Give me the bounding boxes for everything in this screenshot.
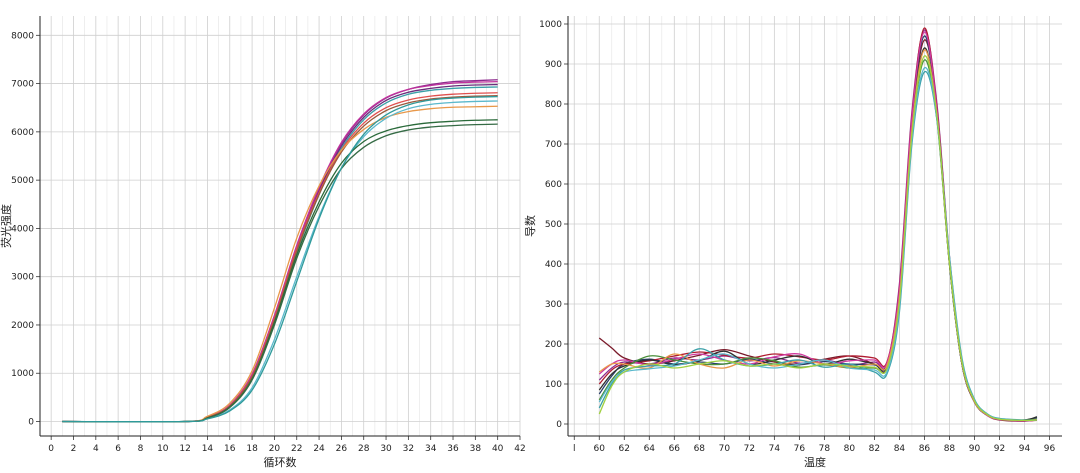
x-tick-label: 92 [994,444,1005,454]
y-tick-label: 200 [545,340,562,350]
x-tick-label: 40 [492,444,504,454]
y-tick-label: 500 [545,220,562,230]
amplification-chart: 0 2 4 6 8 10 12 14 16 18 20 22 24 26 28 30 32 34 36 38 40 420… [0,16,526,469]
x-tick-label: 64 [644,444,656,454]
y-tick-label: 100 [545,380,562,390]
y-tick-label: 1000 [539,20,562,30]
series-line-10 [598,67,1038,422]
x-tick-label: 90 [969,444,981,454]
y-tick-label: 600 [545,180,562,190]
x-tick-label: 16 [224,444,236,454]
y-tick-label: 1000 [11,369,34,379]
x-tick-label: l [573,444,576,454]
y-axis-label: 导数 [524,215,537,237]
x-tick-label: 82 [869,444,880,454]
x-tick-label: 28 [358,444,370,454]
x-tick-label: 70 [719,444,731,454]
series-group [598,27,1038,422]
x-tick-label: 88 [944,444,956,454]
series-line-2 [598,39,1038,422]
x-tick-label: 66 [669,444,681,454]
x-tick-label: 14 [202,444,214,454]
x-tick-label: 84 [894,444,906,454]
y-axis-label: 荧光强度 [0,204,13,248]
x-tick-label: 22 [291,444,302,454]
x-tick-label: 10 [157,444,169,454]
x-tick-label: 68 [694,444,706,454]
series-line-11 [62,95,498,423]
series-line-1 [62,79,498,423]
gridlines [40,16,521,436]
y-tick-label: 4000 [11,224,34,234]
x-tick-label: 94 [1019,444,1031,454]
y-tick-label: 7000 [11,80,34,90]
series-line-3 [62,83,498,423]
x-tick-label: 76 [794,444,806,454]
x-tick-label: 12 [179,444,190,454]
y-tick-label: 8000 [11,31,34,41]
melt-curve-chart: l 60 62 64 66 68 70 72 74 76 78 80 82 84 86 88 90 92 94 96 0… [524,16,1062,469]
x-tick-label: 60 [594,444,606,454]
series-line-4 [62,86,498,423]
x-tick-label: 8 [138,444,144,454]
gridlines [568,16,1062,436]
x-tick-label: 36 [447,444,459,454]
series-line-10 [62,123,498,423]
x-tick-label: 78 [819,444,831,454]
series-line-7 [62,105,498,423]
y-tick-label: 3000 [11,273,34,283]
x-tick-label: 30 [380,444,392,454]
x-tick-label: 86 [919,444,931,454]
y-tick-label: 900 [545,60,562,70]
y-tick-label: 300 [545,300,562,310]
y-tick-label: 2000 [11,321,34,331]
x-tick-label: 42 [514,444,525,454]
x-tick-label: 20 [269,444,281,454]
y-tick-label: 0 [28,418,34,428]
series-group [62,79,498,423]
series-line-9 [62,119,498,423]
series-line-2 [62,81,498,423]
y-tick-label: 0 [556,420,562,430]
x-tick-label: 34 [425,444,437,454]
y-tick-label: 6000 [11,128,34,138]
x-tick-label: 38 [470,444,482,454]
x-tick-label: 72 [744,444,755,454]
x-tick-label: 24 [313,444,325,454]
x-tick-label: 62 [619,444,630,454]
x-tick-label: 2 [71,444,77,454]
series-line-11 [598,55,1038,422]
x-tick-label: 74 [769,444,781,454]
x-tick-label: 26 [336,444,348,454]
y-tick-label: 800 [545,100,562,110]
x-tick-label: 6 [115,444,121,454]
x-tick-label: 80 [844,444,856,454]
y-tick-label: 5000 [11,176,34,186]
x-tick-label: 0 [48,444,54,454]
x-axis-label: 循环数 [264,456,297,469]
x-axis-label: 温度 [804,455,826,469]
x-tick-label: 96 [1044,444,1056,454]
x-tick-label: 18 [246,444,258,454]
y-tick-label: 700 [545,140,562,150]
x-tick-label: 32 [403,444,414,454]
x-tick-label: 4 [93,444,99,454]
series-line-5 [62,92,498,423]
y-tick-label: 400 [545,260,562,270]
